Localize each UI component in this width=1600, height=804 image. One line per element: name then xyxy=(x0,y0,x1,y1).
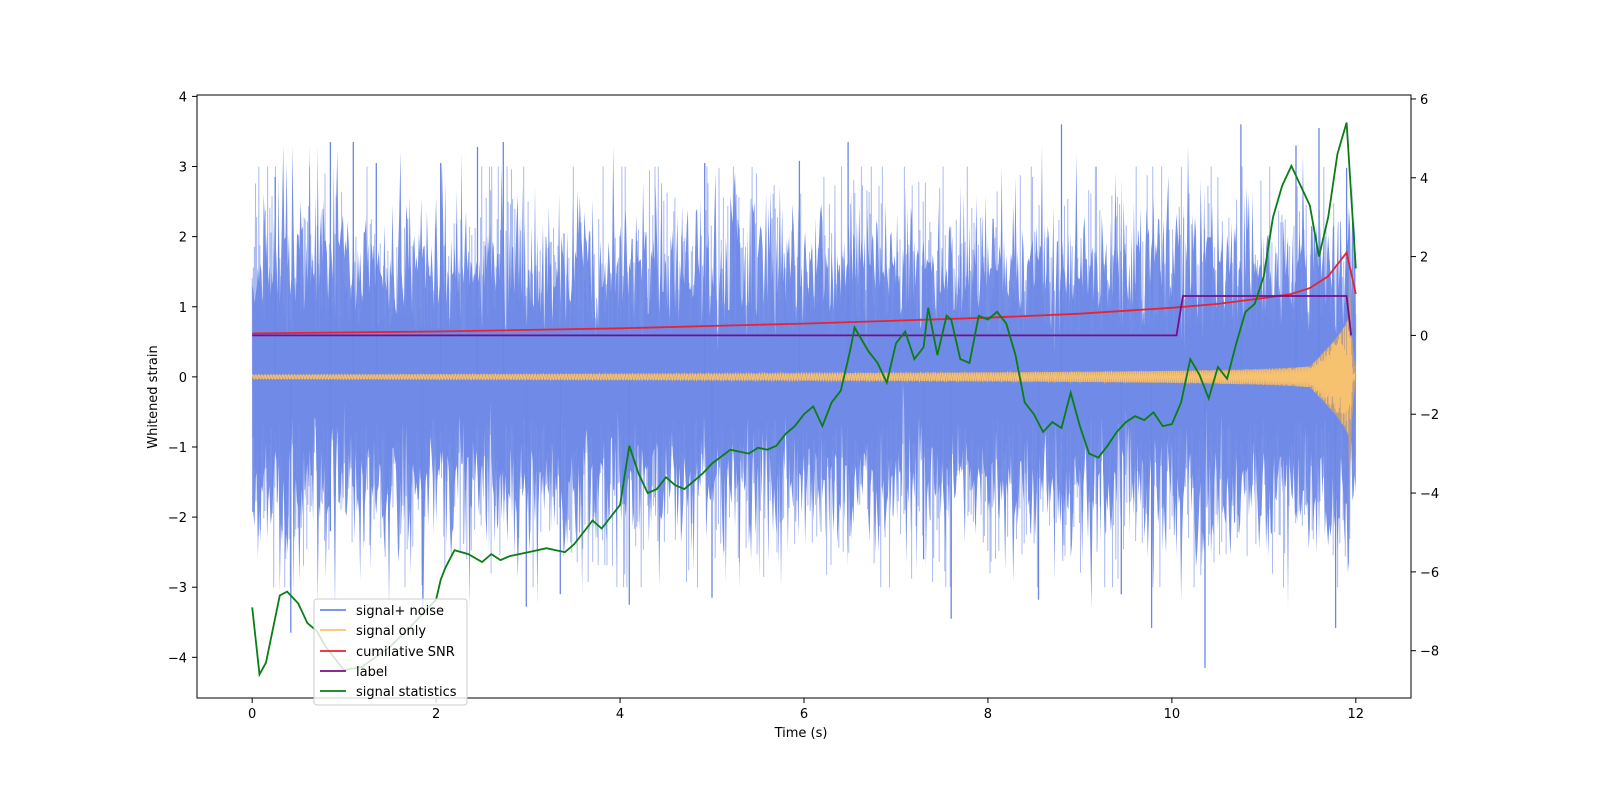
y-tick-label: 4 xyxy=(179,90,187,105)
x-tick-label: 10 xyxy=(1164,707,1181,722)
y-tick-label: −1 xyxy=(168,441,187,456)
signal-line xyxy=(251,321,1356,433)
legend-entry-label: label xyxy=(320,665,387,680)
y2-tick-label: −2 xyxy=(1420,408,1439,423)
x-tick-label: 2 xyxy=(432,707,440,722)
label-line xyxy=(252,295,1353,337)
y-tick-label: 3 xyxy=(179,161,187,176)
legend-label-snr: cumilative SNR xyxy=(356,645,455,660)
y-tick-label: 0 xyxy=(179,371,187,386)
y-tick-label: 2 xyxy=(179,231,187,246)
y-tick-label: −4 xyxy=(168,651,187,666)
y2-tick-label: 0 xyxy=(1420,329,1428,344)
y-axis-label: Whitened strain xyxy=(146,345,161,448)
y-tick-label: 1 xyxy=(179,301,187,316)
noise-line xyxy=(251,166,1357,588)
x-tick-label: 6 xyxy=(800,707,808,722)
legend-entry-noise: signal+ noise xyxy=(320,604,444,619)
legend-entry-snr: cumilative SNR xyxy=(320,645,455,660)
x-axis: 0 2 4 6 8 10 12 xyxy=(248,698,1364,722)
y-tick-label: −2 xyxy=(168,511,187,526)
signal-statistics-line xyxy=(251,122,1357,678)
y-tick-label: −3 xyxy=(168,581,187,596)
y2-tick-label: 4 xyxy=(1420,172,1428,187)
y-axis-left: −4 −3 −2 −1 0 1 2 3 4 xyxy=(168,90,197,666)
legend-entry-statistics: signal statistics xyxy=(320,685,457,700)
y2-tick-label: −6 xyxy=(1420,566,1439,581)
noise-spikes xyxy=(274,124,1348,668)
x-tick-label: 12 xyxy=(1348,707,1365,722)
x-tick-label: 0 xyxy=(248,707,256,722)
legend: signal+ noise signal only cumilative SNR… xyxy=(313,598,468,706)
legend-label-noise: signal+ noise xyxy=(356,604,444,619)
y2-tick-label: 6 xyxy=(1420,93,1428,108)
legend-label-signal: signal only xyxy=(356,624,426,639)
legend-label-label: label xyxy=(356,665,387,680)
y2-tick-label: −8 xyxy=(1420,645,1439,660)
data-layer xyxy=(251,122,1357,678)
legend-entry-signal: signal only xyxy=(320,624,426,639)
snr-line xyxy=(252,250,1357,335)
x-tick-label: 8 xyxy=(984,707,992,722)
signal-fill xyxy=(252,238,1356,516)
x-axis-label: Time (s) xyxy=(774,726,828,741)
y-axis-right: −8 −6 −4 −2 0 2 4 6 xyxy=(1411,93,1439,660)
legend-box xyxy=(313,598,468,706)
y2-tick-label: −4 xyxy=(1420,487,1439,502)
x-tick-label: 4 xyxy=(616,707,624,722)
legend-label-statistics: signal statistics xyxy=(356,685,457,700)
y2-tick-label: 2 xyxy=(1420,251,1428,266)
